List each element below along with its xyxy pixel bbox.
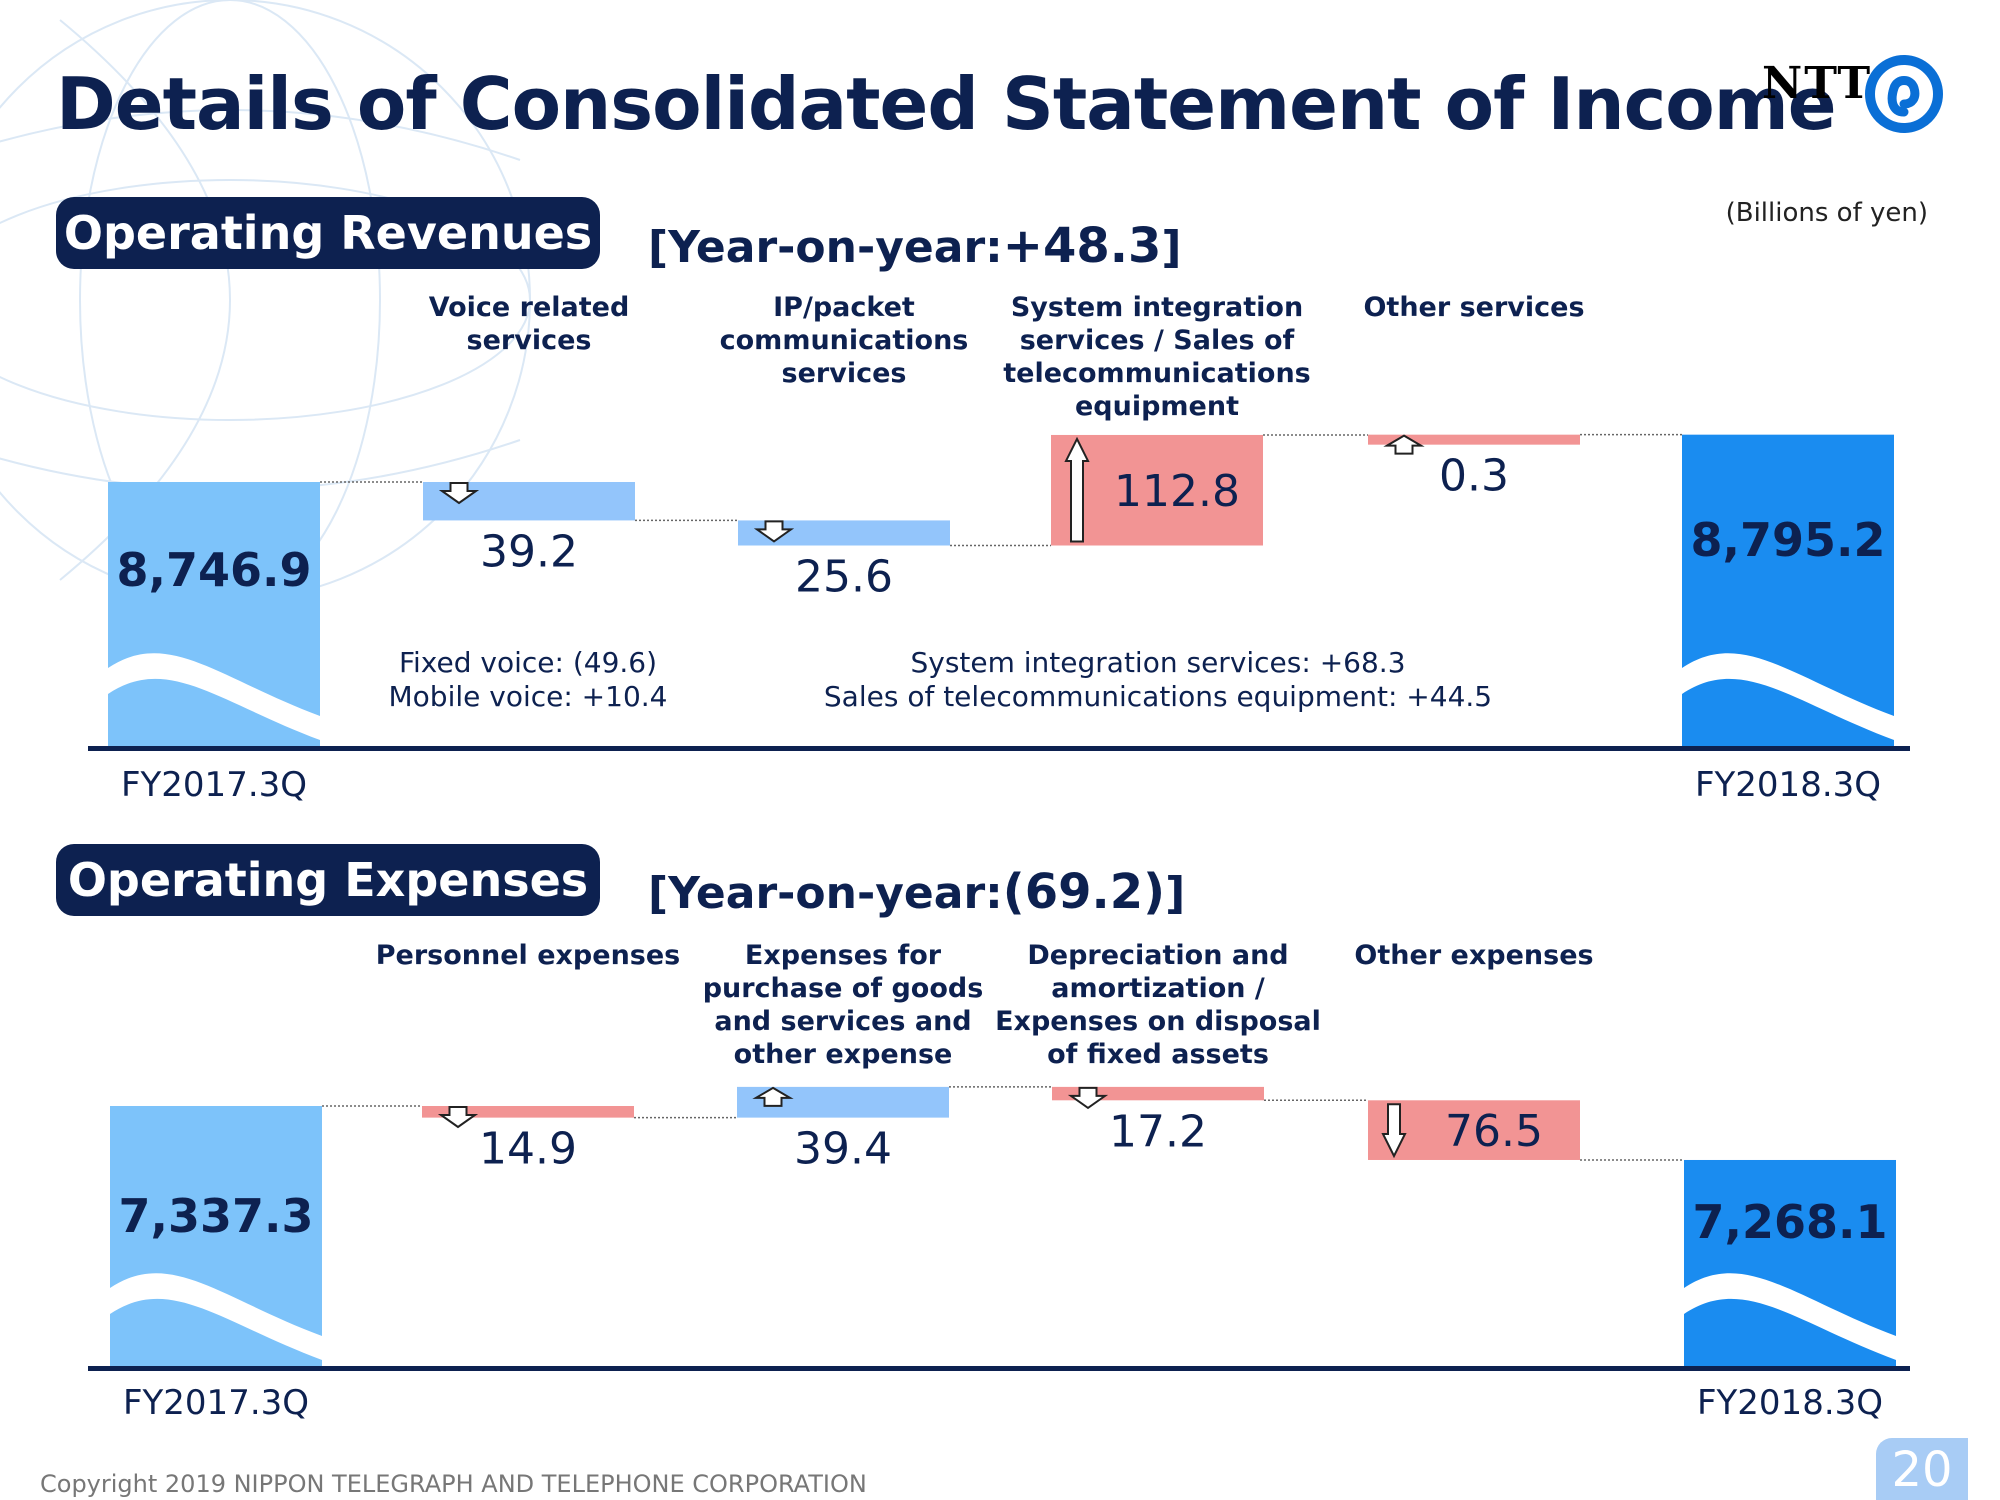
category-label: and services and [714,1006,971,1037]
step-value-label: 17.2 [1109,1106,1207,1157]
expenses-yoy-value: (69.2) [1002,864,1166,920]
end-value-label: 7,268.1 [1693,1195,1888,1249]
revenues-yoy-prefix: [Year-on-year: [648,222,1003,273]
operating-revenues-label: Operating Revenues [56,197,600,269]
step-value-label: 25.6 [795,552,893,603]
category-label: services [467,325,592,356]
chart-baseline [88,1366,1910,1371]
end-bar-wave [1684,1273,1896,1360]
step-value-label: 76.5 [1445,1106,1543,1157]
up-arrow-icon [1064,436,1090,543]
note-line: Fixed voice: (49.6) [398,646,658,679]
start-period-label: FY2017.3Q [121,765,307,805]
end-period-label: FY2018.3Q [1697,1383,1883,1423]
category-label: Depreciation and [1027,940,1288,971]
operating-expenses-waterfall-chart: 7,337.3 14.9 Personnel expenses 39.4 Expense… [88,940,1910,1423]
down-arrow-icon [1067,1086,1109,1110]
step-bar [422,1106,634,1118]
expenses-yoy: [Year-on-year:(69.2)] [648,864,1185,920]
up-arrow-icon [1383,434,1425,455]
category-label: Other expenses [1354,940,1593,971]
revenues-yoy: [Year-on-year:+48.3] [648,218,1182,274]
page-number-box [1876,1438,1968,1500]
step-bar [1368,434,1580,445]
revenues-note-si: System integration services: +68.3 Sales… [808,646,1508,714]
category-label: purchase of goods [703,973,984,1004]
category-label: services / Sales of [1020,325,1295,356]
category-label: Expenses for [745,940,942,971]
revenues-yoy-suffix: ] [1161,222,1182,273]
note-line: Mobile voice: +10.4 [388,680,668,713]
page-number: 20 [1891,1442,1953,1498]
note-line: Sales of telecommunications equipment: +… [823,680,1493,713]
step-bar [1051,434,1263,546]
start-value-label: 8,746.9 [117,543,312,597]
step-value-label: 39.2 [480,526,578,577]
category-label: Other services [1363,292,1584,323]
expenses-yoy-suffix: ] [1165,868,1186,919]
down-arrow-icon [437,1106,479,1129]
category-label: amortization / [1051,973,1265,1004]
category-label: services [782,358,907,389]
start-bar-wave [110,1273,322,1360]
step-bar [1368,1100,1580,1160]
unit-label: (Billions of yen) [1725,198,1928,228]
category-label: of fixed assets [1047,1039,1269,1070]
category-label: Expenses on disposal [995,1006,1321,1037]
up-arrow-icon [752,1086,794,1107]
category-label: telecommunications [1003,358,1311,389]
step-value-label: 14.9 [479,1124,577,1175]
category-label: Voice related [429,292,630,323]
end-period-label: FY2018.3Q [1695,765,1881,805]
start-period-label: FY2017.3Q [123,1383,309,1423]
step-value-label: 112.8 [1114,466,1240,517]
category-label: equipment [1075,391,1239,422]
down-arrow-icon [753,520,795,543]
start-bar-wave [108,653,320,740]
note-line: System integration services: +68.3 [910,646,1406,679]
revenues-yoy-value: +48.3 [1002,218,1162,274]
start-value-label: 7,337.3 [119,1189,314,1243]
step-value-label: 0.3 [1439,451,1509,502]
chart-baseline [88,746,1910,751]
end-value-label: 8,795.2 [1691,513,1886,567]
category-label: other expense [734,1039,953,1070]
category-label: IP/packet [773,292,915,323]
step-value-label: 39.4 [794,1124,892,1175]
page-title: Details of Consolidated Statement of Inc… [56,62,1837,146]
revenues-note-voice: Fixed voice: (49.6) Mobile voice: +10.4 [338,646,718,714]
operating-expenses-label: Operating Expenses [56,844,600,916]
category-label: Personnel expenses [376,940,681,971]
category-label: System integration [1011,292,1303,323]
category-label: communications [720,325,969,356]
ntt-logo-text: NTT [1762,58,1873,109]
down-arrow-icon [1381,1103,1407,1159]
down-arrow-icon [438,482,480,505]
end-bar-wave [1682,653,1894,740]
expenses-yoy-prefix: [Year-on-year: [648,868,1003,919]
ntt-logo-mark-icon [1865,55,1943,133]
copyright-text: Copyright 2019 NIPPON TELEGRAPH AND TELE… [40,1470,867,1498]
end-bar [1682,434,1894,746]
